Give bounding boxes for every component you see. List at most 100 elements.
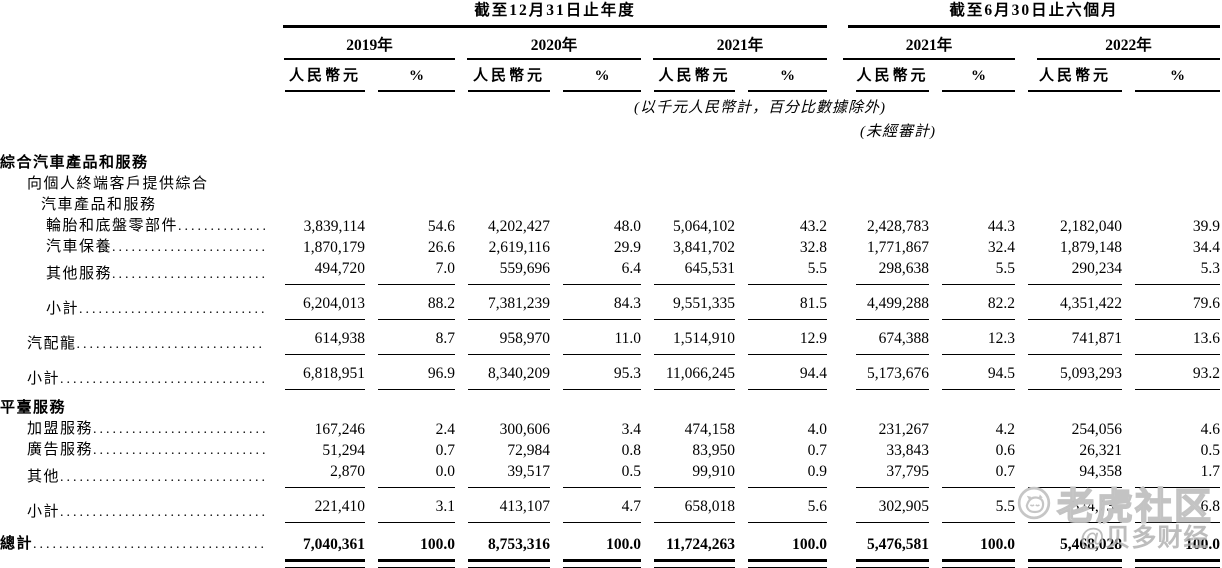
label-spacer — [0, 555, 272, 568]
year-header: 2019年 — [272, 28, 455, 60]
value-cell: 474,158 — [641, 419, 735, 440]
percent-value: 79.6 — [1135, 293, 1221, 320]
rmb-value: 413,107 — [468, 496, 550, 523]
rmb-column-header: 人民幣元 — [641, 60, 735, 92]
double-rule — [1028, 559, 1123, 568]
value-cell: 494,720 — [272, 258, 365, 285]
row-label-text: 向個人終端客戶提供綜合 — [27, 176, 209, 192]
value-cell: 5.6 — [735, 488, 828, 523]
value-cell: 674,388 — [843, 320, 930, 355]
row-label-text: 其他 — [27, 469, 61, 485]
percent-column-label: % — [942, 60, 1016, 92]
rmb-value: 37,795 — [856, 461, 930, 488]
value-cell: 5,093,293 — [1015, 355, 1123, 390]
dot-leader — [33, 534, 265, 555]
percent-column-label: % — [378, 60, 455, 92]
year-header-row: 2019年 2020年 2021年 2021年 2022年 — [0, 28, 1222, 60]
rmb-value: 5,173,676 — [856, 363, 930, 390]
value-cell: 0.7 — [929, 461, 1016, 488]
row-label: 輪胎和底盤零部件 — [0, 216, 272, 237]
rmb-value: 300,606 — [499, 421, 550, 438]
double-rule — [378, 559, 455, 568]
percent-column-header: % — [735, 60, 828, 92]
value-cell: 2,428,783 — [843, 216, 929, 237]
value-cell: 12.3 — [929, 320, 1016, 355]
row-label-text: 小計 — [46, 301, 80, 317]
row-label: 小計 — [0, 355, 272, 390]
value-cell: 43.2 — [735, 216, 827, 237]
percent-value: 4.6 — [1200, 421, 1221, 438]
value-cell: 2,619,116 — [455, 237, 550, 258]
double-rule-cell — [641, 555, 735, 568]
value-cell: 79.6 — [1122, 285, 1221, 320]
dot-leader — [79, 299, 265, 320]
rmb-value: 5,064,102 — [673, 218, 735, 235]
percent-value: 29.9 — [613, 239, 641, 256]
value-cell: 4,499,288 — [843, 285, 930, 320]
row-label-wrap: 小計 — [27, 502, 272, 523]
value-cell: 167,246 — [272, 419, 365, 440]
value-cell: 6,204,013 — [272, 285, 365, 320]
year-label: 2022年 — [1037, 28, 1221, 60]
value-cell: 5,476,581 — [843, 523, 929, 555]
row-label-wrap: 汽車產品和服務 — [41, 195, 272, 216]
double-rule — [563, 559, 641, 568]
value-cell: 93.2 — [1122, 355, 1221, 390]
value-cell: 94,358 — [1015, 461, 1123, 488]
row-label-wrap: 汽車保養 — [46, 237, 272, 258]
rmb-value: 5,093,293 — [1028, 363, 1123, 390]
value-cell: 0.6 — [929, 440, 1015, 461]
percent-value: 5.3 — [1135, 258, 1221, 285]
value-cell: 1,514,910 — [641, 320, 735, 355]
percent-value: 82.2 — [942, 293, 1016, 320]
value-cell: 100.0 — [550, 523, 641, 555]
percent-value: 4.0 — [807, 421, 828, 438]
value-cell: 2.4 — [365, 419, 455, 440]
value-cell: 7,381,239 — [455, 285, 550, 320]
value-cell: 0.7 — [735, 440, 827, 461]
percent-value: 0.0 — [378, 461, 455, 488]
group-gap — [827, 355, 843, 390]
percent-value: 4.7 — [563, 496, 641, 523]
percent-value: 96.9 — [378, 363, 455, 390]
value-cell: 741,871 — [1015, 320, 1123, 355]
percent-value: 34.4 — [1192, 239, 1221, 256]
dot-leader — [77, 334, 265, 355]
dot-leader — [60, 502, 265, 523]
value-cell: 100.0 — [735, 523, 827, 555]
value-cell: 5.5 — [929, 488, 1016, 523]
double-rule — [748, 559, 828, 568]
year-header: 2021年 — [843, 28, 1016, 60]
rmb-value: 674,388 — [856, 328, 930, 355]
percent-value: 100.0 — [980, 536, 1016, 553]
double-rule-cell — [1122, 555, 1221, 568]
percent-value: 2.4 — [435, 421, 455, 438]
period-group-title: 截至12月31日止年度 — [283, 0, 828, 28]
row-label-text: 小計 — [27, 504, 61, 520]
row-label-wrap: 其他服務 — [46, 264, 272, 285]
value-cell: 1.7 — [1122, 461, 1221, 488]
value-cell: 4.7 — [550, 488, 641, 523]
rmb-value: 5,468,028 — [1060, 536, 1123, 553]
row-label: 小計 — [0, 285, 272, 320]
rmb-value: 3,839,114 — [303, 218, 365, 235]
rmb-column-label: 人民幣元 — [1028, 60, 1123, 92]
table-row: 向個人終端客戶提供綜合 — [0, 174, 1222, 195]
percent-value: 7.0 — [378, 258, 455, 285]
group-gap — [827, 419, 843, 440]
percent-value: 5.5 — [942, 258, 1016, 285]
notes-row: (以千元人民幣計，百分比數據除外) (未經審計) — [0, 92, 1222, 144]
double-rule — [942, 559, 1016, 568]
row-label: 綜合汽車產品和服務 — [0, 144, 272, 174]
percent-value: 100.0 — [792, 536, 828, 553]
rmb-value: 26,321 — [1079, 442, 1123, 459]
percent-column-header: % — [365, 60, 455, 92]
value-cell: 7,040,361 — [272, 523, 365, 555]
percent-value: 100.0 — [1185, 536, 1221, 553]
group-gap — [827, 237, 843, 258]
value-cell: 614,938 — [272, 320, 365, 355]
rmb-value: 298,638 — [856, 258, 930, 285]
table-row: 其他 2,870 0.0 39,517 0.5 99,910 0.9 37,795 0.7 94,… — [0, 461, 1222, 488]
row-label-text: 綜合汽車產品和服務 — [0, 155, 149, 171]
value-cell: 11,066,245 — [641, 355, 735, 390]
